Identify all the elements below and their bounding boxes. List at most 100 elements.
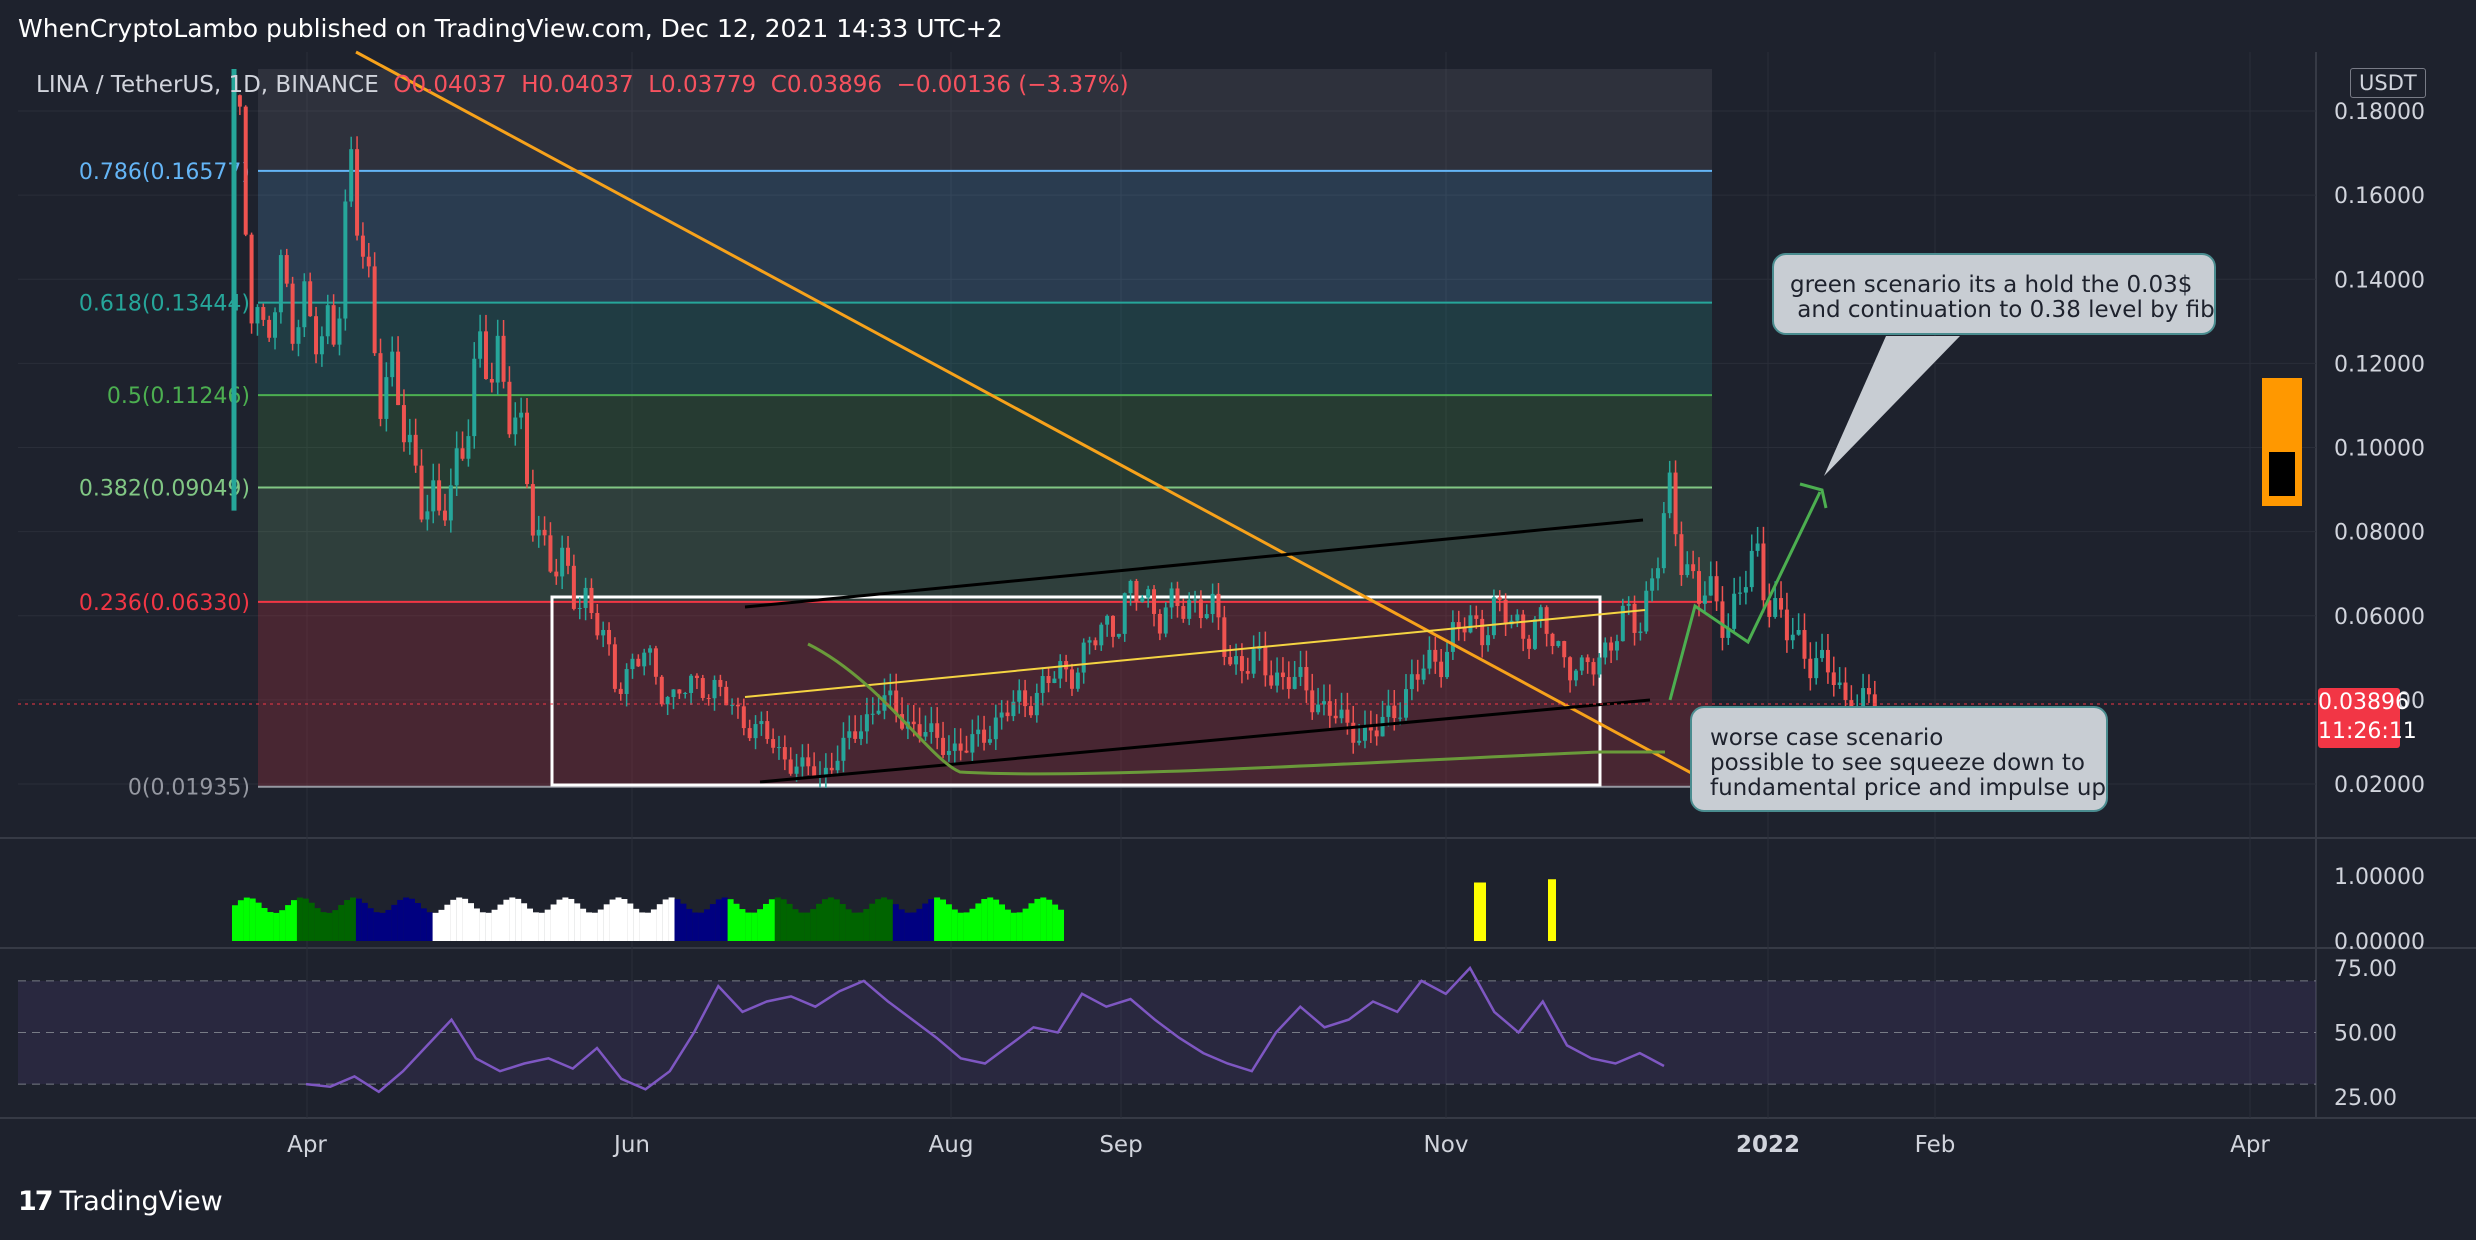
candle-body: [566, 547, 571, 566]
indicator-bar: [1004, 909, 1011, 941]
indicator-bar: [698, 912, 705, 941]
indicator-bar: [1058, 909, 1064, 941]
candle-body: [1327, 701, 1332, 716]
indicator-bar: [232, 905, 238, 941]
currency-button[interactable]: USDT: [2350, 68, 2426, 98]
candle-body: [876, 710, 881, 714]
indicator-bar: [273, 912, 280, 941]
tradingview-brand[interactable]: 17 TradingView: [18, 1186, 223, 1217]
candle-body: [759, 721, 764, 725]
symbol-legend: LINA / TetherUS, 1D, BINANCE O0.04037 H0…: [36, 72, 1129, 98]
indicator-bar: [350, 897, 356, 941]
indicator-bar: [922, 903, 929, 941]
indicator-bar: [414, 903, 421, 941]
indicator-bar: [816, 903, 823, 941]
rsi-tick-label: 25.00: [2334, 1086, 2397, 1111]
indicator-bar: [344, 900, 351, 941]
indicator-bar: [645, 912, 651, 941]
candle-body: [437, 480, 442, 511]
candle-body: [1866, 688, 1871, 695]
price-tick-label: 0.10000: [2334, 437, 2425, 462]
candle-body: [747, 728, 752, 739]
candle-body: [1128, 580, 1133, 594]
indicator-bar: [751, 912, 758, 941]
candle-body: [1474, 615, 1479, 619]
candle-body: [765, 721, 770, 740]
candle-body: [1497, 597, 1502, 600]
indicator-bar: [574, 903, 581, 941]
indicator-bar: [332, 910, 339, 941]
green-scenario-callout[interactable]: green scenario its a hold the 0.03$ and …: [1772, 253, 2216, 335]
candle-body: [923, 732, 928, 737]
indicator-bar: [692, 912, 699, 941]
candle-body: [1198, 599, 1203, 619]
candle-body: [1017, 690, 1022, 702]
candle-body: [1011, 701, 1016, 717]
legend-high: H0.04037: [521, 72, 634, 98]
candle-body: [577, 607, 582, 609]
candle-body: [1099, 624, 1104, 646]
candle-body: [472, 358, 477, 437]
indicator-bar: [792, 909, 799, 941]
indicator-bar: [379, 912, 386, 941]
worse-scenario-callout[interactable]: worse case scenario possible to see sque…: [1690, 706, 2108, 812]
candle-body: [595, 613, 600, 636]
candle-body: [1573, 670, 1578, 681]
indicator-bar: [450, 899, 457, 941]
candle-body: [624, 669, 629, 694]
candle-body: [1585, 657, 1590, 663]
candle-body: [864, 714, 869, 732]
indicator-bar: [527, 908, 533, 941]
candle-body: [958, 743, 963, 751]
last-price-value: 0.03896: [2318, 690, 2409, 715]
range-box[interactable]: [550, 595, 1602, 787]
indicator-bar: [969, 908, 976, 941]
candle-body: [1814, 658, 1819, 679]
indicator-bar: [279, 910, 286, 941]
indicator-bar: [804, 912, 811, 941]
indicator-bar: [532, 912, 539, 941]
indicator-bar: [503, 899, 510, 941]
indicator-bar: [822, 899, 828, 941]
indicator-bar: [243, 897, 250, 941]
channel-mid-line: [744, 609, 1646, 698]
indicator-bar: [1052, 904, 1059, 941]
candle-body: [952, 743, 957, 751]
indicator-bar: [774, 897, 781, 941]
fib-level-label: 0.5(0.11246): [107, 384, 250, 409]
candle-body: [812, 766, 817, 778]
candle-body: [1726, 628, 1731, 638]
legend-open: O0.04037: [393, 72, 507, 98]
candle-body: [273, 312, 278, 338]
indicator-tick-label: 1.00000: [2334, 865, 2425, 890]
indicator-bar: [397, 899, 404, 941]
candle-body: [390, 351, 395, 378]
indicator-bar: [680, 903, 687, 941]
candle-body: [1093, 640, 1098, 646]
last-price-badge: 0.03896 11:26:11: [2318, 688, 2417, 748]
candle-body: [1034, 692, 1039, 716]
indicator-bar: [391, 904, 398, 941]
candle-body: [917, 724, 922, 737]
candle-body: [237, 95, 242, 107]
green-callout-pointer: [1824, 336, 1960, 476]
candle-body: [1796, 630, 1801, 635]
candle-body: [243, 106, 248, 235]
candle-body: [1650, 578, 1655, 591]
time-tick-label: Nov: [1424, 1132, 1469, 1158]
indicator-bar: [650, 909, 657, 941]
candle-body: [1175, 588, 1180, 607]
candle-body: [1515, 614, 1520, 621]
indicator-bar: [438, 909, 445, 941]
candle-body: [1362, 727, 1367, 741]
indicator-bar: [586, 912, 592, 941]
candle-body: [319, 336, 324, 355]
indicator-bar: [780, 899, 787, 941]
candle-body: [1386, 705, 1391, 717]
fib-zone-top: [258, 68, 1712, 171]
indicator-tick-label: 0.00000: [2334, 930, 2425, 955]
indicator-bar: [603, 904, 610, 941]
candle-body: [630, 658, 635, 670]
candle-body: [1462, 628, 1467, 633]
